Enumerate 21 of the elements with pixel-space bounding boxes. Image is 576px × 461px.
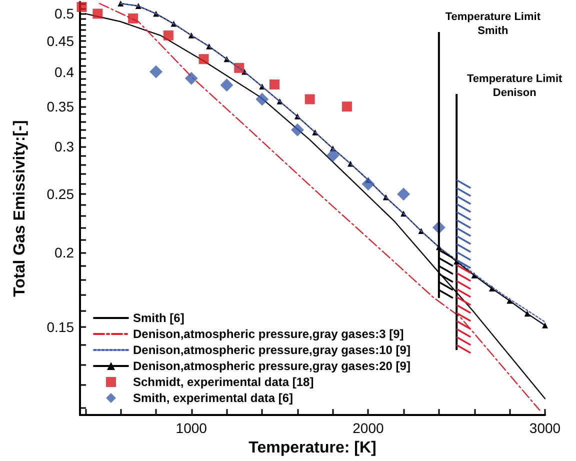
x-tick-label: 1000 <box>176 420 208 436</box>
legend-label: Denison,atmospheric pressure,gray gases:20 [9] <box>133 359 410 373</box>
legend-label: Smith [6] <box>133 311 184 325</box>
legend-label: Denison,atmospheric pressure,gray gases:10 [9] <box>133 343 410 357</box>
y-tick-label: 0.25 <box>46 186 74 202</box>
ref-line-label: Temperature Limit Smith <box>445 11 541 37</box>
y-tick-label: 0.35 <box>46 98 74 115</box>
x-tick-label: 3000 <box>529 420 561 436</box>
y-tick-label: 0.5 <box>54 6 74 22</box>
y-tick-label: 0.4 <box>54 64 74 80</box>
y-tick-label: 0.15 <box>46 319 74 336</box>
y-tick-label: 0.45 <box>46 33 74 50</box>
x-axis-title: Temperature: [K] <box>248 440 376 456</box>
legend-label: Schmidt, experimental data [18] <box>133 375 314 389</box>
y-tick-label: 0.3 <box>54 138 74 155</box>
ref-line-label: Temperature Limit Denison <box>467 73 563 99</box>
legend-label: Smith, experimental data [6] <box>133 391 294 405</box>
y-axis-title: Total Gas Emissivity:[-] <box>12 120 28 297</box>
legend-label: Denison,atmospheric pressure,gray gases:3 [9] <box>133 327 404 341</box>
x-tick-label: 2000 <box>352 420 384 436</box>
y-tick-label: 0.2 <box>54 244 74 260</box>
